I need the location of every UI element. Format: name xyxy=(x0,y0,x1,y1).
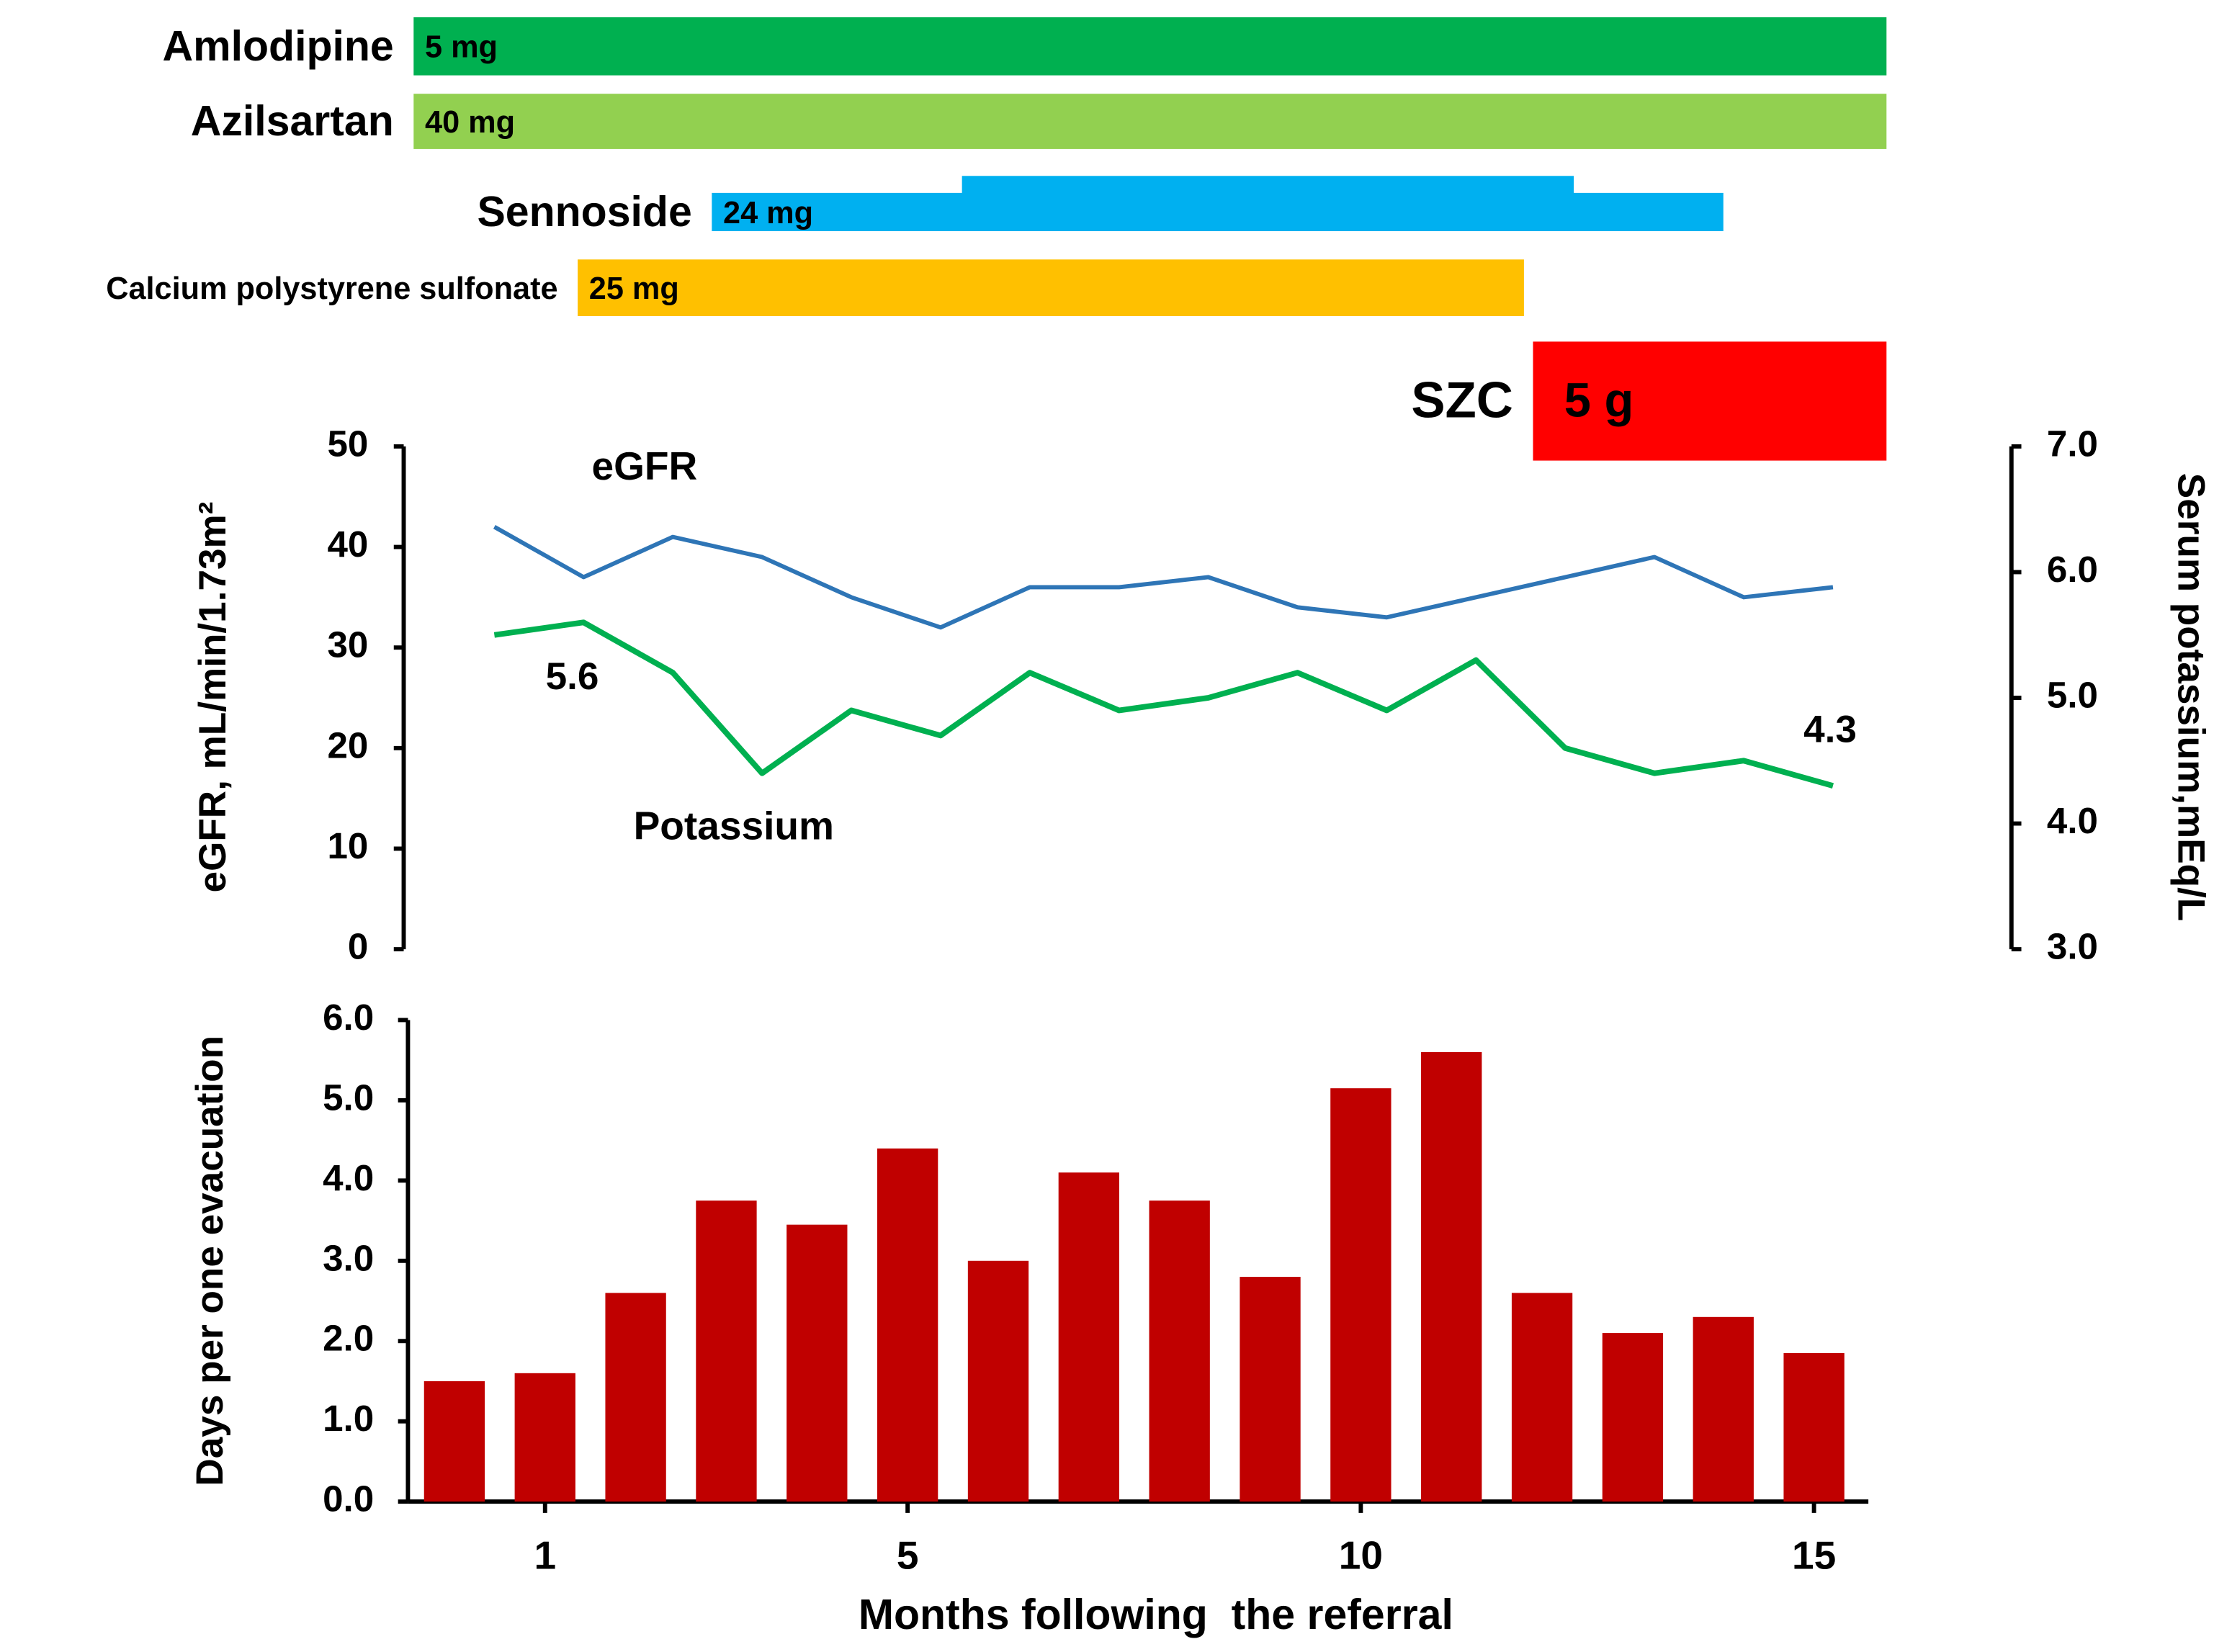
series-line xyxy=(493,525,1834,630)
drug-name: SZC xyxy=(1411,372,1513,429)
y-tick-label: 40 xyxy=(327,524,368,565)
bar xyxy=(1058,1172,1119,1502)
y-tick-label: 50 xyxy=(327,423,368,464)
bar xyxy=(1693,1316,1754,1502)
y2-tick-label: 3.0 xyxy=(2047,926,2098,967)
y-tick-label: 4.0 xyxy=(323,1157,374,1198)
bar xyxy=(696,1200,757,1502)
y-tick-label: 30 xyxy=(327,624,368,665)
drug-bar xyxy=(578,259,1524,316)
bar xyxy=(1421,1052,1482,1502)
y2-tick-label: 5.0 xyxy=(2047,675,2098,716)
bar-axis-title: Days per one evacuation xyxy=(189,1036,231,1486)
value-label: 5.6 xyxy=(546,655,599,698)
series-label: Potassium xyxy=(634,803,834,848)
y-tick-label: 5.0 xyxy=(323,1077,374,1118)
drug-name: Sennoside xyxy=(477,188,691,235)
drug-dose: 24 mg xyxy=(723,196,813,230)
x-tick-label: 1 xyxy=(534,1532,556,1577)
bar xyxy=(1783,1352,1845,1502)
y-tick-label: 2.0 xyxy=(323,1318,374,1359)
drug-name: Azilsartan xyxy=(191,97,394,145)
drug-dose: 5 g xyxy=(1564,374,1634,428)
y2-tick-label: 4.0 xyxy=(2047,800,2098,841)
y-tick-label: 1.0 xyxy=(323,1398,374,1439)
y-tick-label: 0 xyxy=(348,926,368,967)
x-tick-label: 5 xyxy=(897,1532,919,1577)
right-axis-title: Serum potassium,mEq/L xyxy=(2170,473,2213,922)
drug-dose: 5 mg xyxy=(425,30,498,65)
x-tick-label: 10 xyxy=(1339,1532,1383,1577)
left-axis-title: eGFR, mL/min/1.73m² xyxy=(192,502,234,893)
y2-tick-label: 7.0 xyxy=(2047,423,2098,464)
bar xyxy=(877,1148,938,1502)
bar xyxy=(1602,1333,1664,1502)
x-tick-label: 15 xyxy=(1792,1532,1836,1577)
value-label: 4.3 xyxy=(1803,708,1857,750)
drug-name: Calcium polystyrene sulfonate xyxy=(106,271,557,306)
drug-bar xyxy=(962,176,1574,231)
series-line xyxy=(493,619,1834,789)
drug-name: Amlodipine xyxy=(163,22,394,70)
bar xyxy=(514,1373,575,1502)
bar xyxy=(1330,1088,1391,1502)
bar xyxy=(605,1293,666,1502)
bar xyxy=(967,1260,1029,1502)
y-tick-label: 3.0 xyxy=(323,1237,374,1278)
series-label: eGFR xyxy=(591,444,697,488)
bar xyxy=(1240,1277,1301,1502)
bar xyxy=(1511,1293,1573,1502)
y-tick-label: 10 xyxy=(327,825,368,866)
drug-dose: 25 mg xyxy=(589,271,679,306)
drug-bar xyxy=(413,94,1887,149)
bar xyxy=(1149,1200,1210,1502)
bar xyxy=(786,1224,848,1502)
y-tick-label: 20 xyxy=(327,724,368,766)
y-tick-label: 0.0 xyxy=(323,1478,374,1519)
y2-tick-label: 6.0 xyxy=(2047,549,2098,590)
x-axis-title: Months following the referral xyxy=(859,1591,1453,1638)
bar xyxy=(423,1381,485,1502)
drug-bar xyxy=(1533,341,1887,461)
y-tick-label: 6.0 xyxy=(323,997,374,1038)
drug-dose: 40 mg xyxy=(425,105,515,140)
drug-bar xyxy=(413,17,1887,76)
